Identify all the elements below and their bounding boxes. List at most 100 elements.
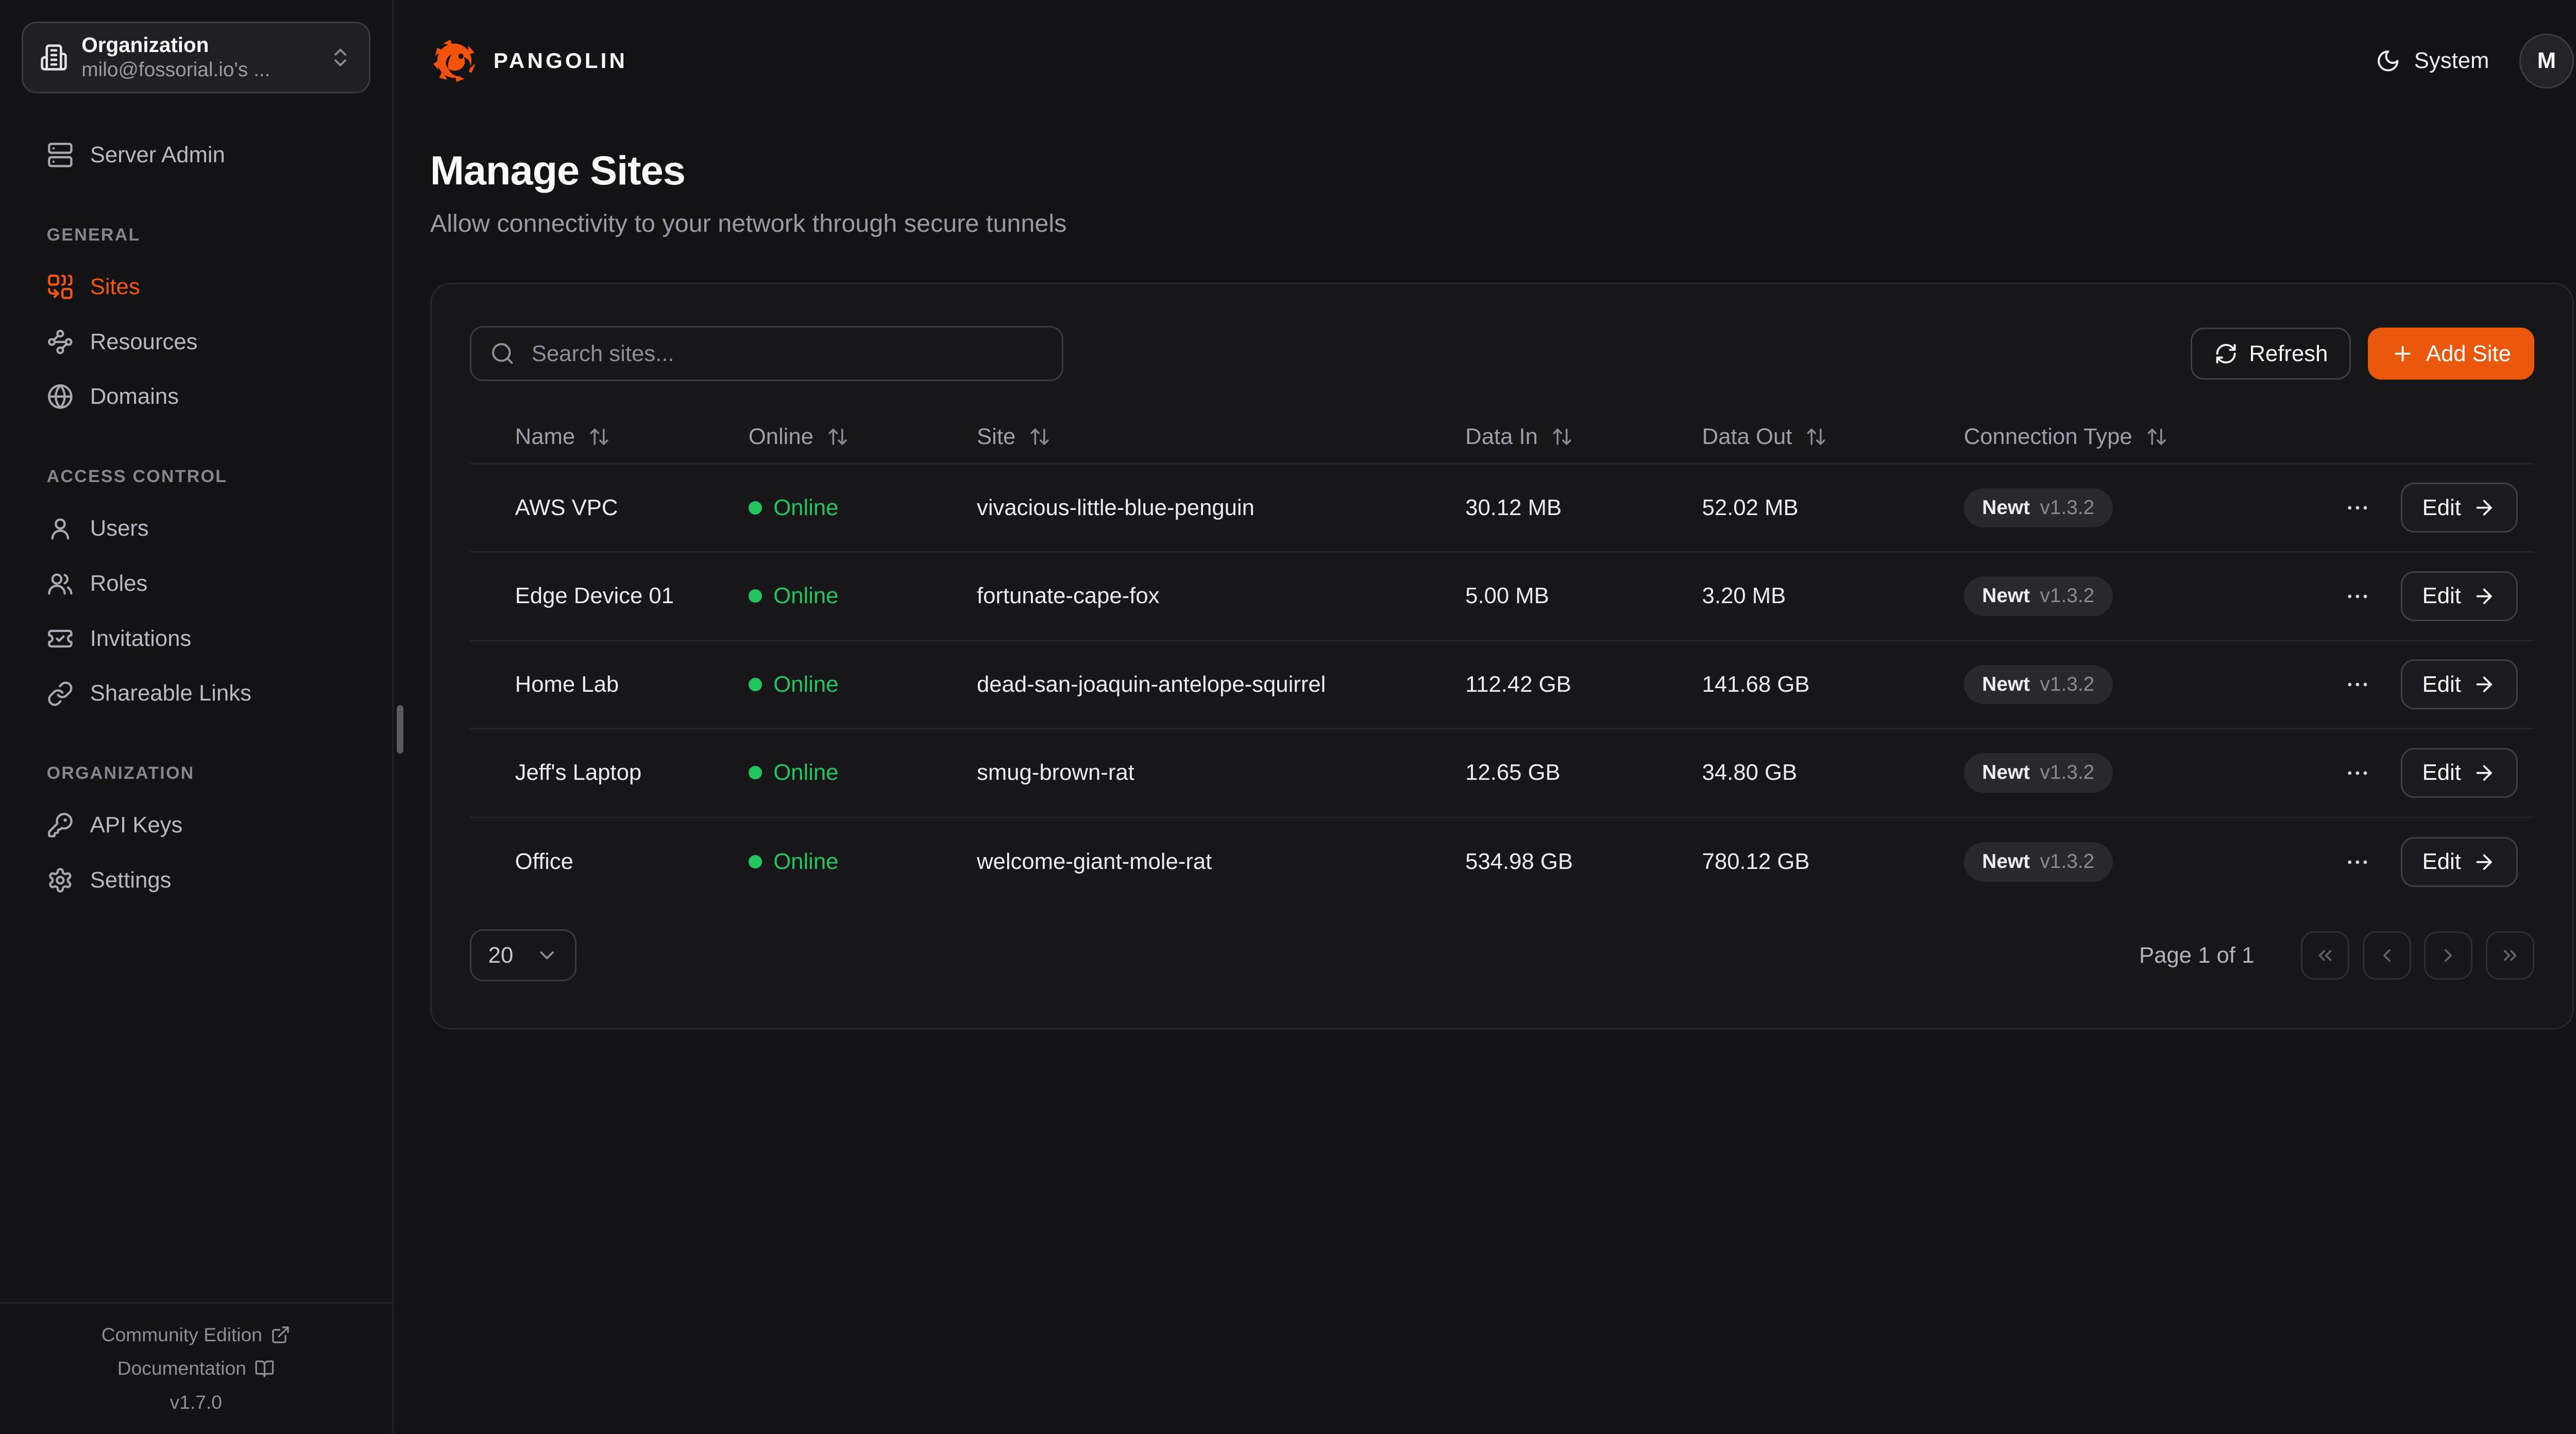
refresh-button[interactable]: Refresh bbox=[2191, 328, 2351, 380]
column-header-name[interactable]: Name bbox=[515, 424, 749, 450]
online-dot bbox=[748, 855, 762, 869]
app-version: v1.7.0 bbox=[170, 1391, 223, 1413]
cell-data-out: 3.20 MB bbox=[1702, 583, 1786, 609]
link-icon bbox=[47, 681, 73, 706]
org-selector[interactable]: Organization milo@fossorial.io's ... bbox=[22, 22, 370, 94]
sidebar-item-invitations[interactable]: Invitations bbox=[22, 613, 370, 663]
sidebar-resize-handle[interactable] bbox=[397, 705, 404, 754]
edit-button[interactable]: Edit bbox=[2400, 747, 2518, 798]
sort-icon bbox=[1553, 429, 1571, 446]
sort-icon bbox=[828, 429, 847, 446]
cell-status: Online bbox=[748, 760, 977, 786]
ticket-check-icon bbox=[47, 629, 73, 647]
org-selector-text: Organization milo@fossorial.io's ... bbox=[81, 33, 315, 81]
sidebar-item-server-admin[interactable]: Server Admin bbox=[22, 130, 370, 180]
column-header-data-in[interactable]: Data In bbox=[1465, 424, 1702, 450]
sidebar-section-organization: ORGANIZATION bbox=[46, 763, 195, 783]
page-subtitle: Allow connectivity to your network throu… bbox=[430, 209, 1067, 237]
theme-label: System bbox=[2414, 48, 2489, 74]
arrow-right-icon bbox=[2477, 500, 2493, 516]
row-actions: Edit bbox=[2341, 571, 2518, 621]
first-page-button[interactable] bbox=[2300, 931, 2349, 980]
column-header-online[interactable]: Online bbox=[749, 424, 977, 450]
table-row: Jeff's Laptop Online smug-brown-rat 12.6… bbox=[470, 729, 2534, 818]
row-menu-button[interactable] bbox=[2341, 491, 2374, 525]
pager-buttons bbox=[2300, 931, 2534, 980]
avatar[interactable]: M bbox=[2519, 33, 2574, 89]
cell-status: Online bbox=[748, 849, 977, 875]
ellipsis-icon bbox=[2348, 860, 2367, 864]
add-site-label: Add Site bbox=[2426, 340, 2511, 366]
sidebar-item-label: Domains bbox=[90, 384, 179, 409]
row-menu-button[interactable] bbox=[2341, 668, 2374, 702]
connection-type-badge: Newt v1.3.2 bbox=[1963, 488, 2113, 528]
card-footer: 20 Page 1 of 1 bbox=[470, 929, 2534, 981]
sidebar-section-access-control: ACCESS CONTROL bbox=[46, 467, 228, 487]
cell-status: Online bbox=[748, 672, 977, 697]
sidebar-item-roles[interactable]: Roles bbox=[22, 558, 370, 608]
arrow-right-icon bbox=[2477, 588, 2493, 604]
server-icon bbox=[47, 143, 73, 167]
sidebar-item-domains[interactable]: Domains bbox=[22, 372, 370, 422]
cell-name: Edge Device 01 bbox=[515, 583, 674, 609]
sidebar-section-general: GENERAL bbox=[46, 225, 141, 245]
topbar-right: System M bbox=[2376, 33, 2574, 89]
cell-data-in: 30.12 MB bbox=[1465, 494, 1562, 520]
prev-page-button[interactable] bbox=[2362, 931, 2411, 980]
sites-table: Name Online Site Data In Data Out Connec… bbox=[470, 411, 2534, 906]
column-header-site[interactable]: Site bbox=[977, 424, 1465, 450]
cell-site: welcome-giant-mole-rat bbox=[977, 849, 1212, 875]
cell-site: vivacious-little-blue-penguin bbox=[977, 494, 1255, 520]
theme-toggle[interactable]: System bbox=[2376, 48, 2489, 74]
add-site-button[interactable]: Add Site bbox=[2367, 328, 2534, 380]
rows-per-page-select[interactable]: 20 bbox=[470, 929, 577, 981]
sidebar-item-label: Resources bbox=[90, 329, 198, 354]
row-menu-button[interactable] bbox=[2341, 579, 2374, 613]
table-row: Edge Device 01 Online fortunate-cape-fox… bbox=[470, 553, 2534, 641]
connection-type-badge: Newt v1.3.2 bbox=[1963, 664, 2113, 705]
documentation-link[interactable]: Documentation bbox=[117, 1357, 275, 1379]
sidebar-item-label: Settings bbox=[90, 867, 172, 893]
search-input[interactable] bbox=[528, 339, 1044, 368]
sidebar-item-sites[interactable]: Sites bbox=[22, 262, 370, 312]
row-menu-button[interactable] bbox=[2341, 756, 2374, 790]
ellipsis-icon bbox=[2348, 771, 2367, 775]
online-dot bbox=[748, 501, 762, 515]
row-actions: Edit bbox=[2341, 836, 2518, 887]
last-page-button[interactable] bbox=[2486, 931, 2534, 980]
row-actions: Edit bbox=[2341, 659, 2518, 710]
edit-button[interactable]: Edit bbox=[2400, 659, 2518, 710]
row-menu-button[interactable] bbox=[2341, 845, 2374, 879]
sidebar-item-settings[interactable]: Settings bbox=[22, 855, 370, 905]
community-edition-link[interactable]: Community Edition bbox=[101, 1324, 291, 1346]
sidebar-item-label: Server Admin bbox=[90, 142, 225, 167]
pangolin-logo-icon bbox=[433, 40, 476, 82]
rows-per-page-value: 20 bbox=[488, 942, 514, 968]
arrow-right-icon bbox=[2477, 676, 2493, 693]
edit-button[interactable]: Edit bbox=[2400, 483, 2518, 533]
arrow-right-icon bbox=[2477, 765, 2493, 781]
sidebar-item-shareable-links[interactable]: Shareable Links bbox=[22, 669, 370, 719]
users-icon bbox=[47, 573, 73, 595]
brand[interactable]: PANGOLIN bbox=[430, 37, 628, 85]
documentation-label: Documentation bbox=[117, 1357, 246, 1379]
external-link-icon bbox=[272, 1326, 289, 1343]
sidebar-item-label: Invitations bbox=[90, 625, 192, 651]
sidebar-nav: Server Admin GENERAL Sites Resources Dom… bbox=[22, 93, 370, 910]
edit-button[interactable]: Edit bbox=[2400, 571, 2518, 621]
sidebar-item-api-keys[interactable]: API Keys bbox=[22, 800, 370, 850]
cell-name: Home Lab bbox=[515, 671, 619, 697]
sidebar-item-users[interactable]: Users bbox=[22, 504, 370, 554]
column-header-connection-type[interactable]: Connection Type bbox=[1964, 424, 2329, 450]
edit-button[interactable]: Edit bbox=[2400, 836, 2518, 887]
cell-site: smug-brown-rat bbox=[977, 760, 1134, 786]
topbar: PANGOLIN System M bbox=[394, 0, 2576, 89]
next-page-button[interactable] bbox=[2424, 931, 2473, 980]
table-row: Office Online welcome-giant-mole-rat 534… bbox=[470, 818, 2534, 907]
row-actions: Edit bbox=[2341, 483, 2518, 533]
sidebar-item-resources[interactable]: Resources bbox=[22, 317, 370, 367]
table-row: AWS VPC Online vivacious-little-blue-pen… bbox=[470, 465, 2534, 553]
column-header-data-out[interactable]: Data Out bbox=[1702, 424, 1964, 450]
cell-data-out: 141.68 GB bbox=[1702, 671, 1810, 697]
